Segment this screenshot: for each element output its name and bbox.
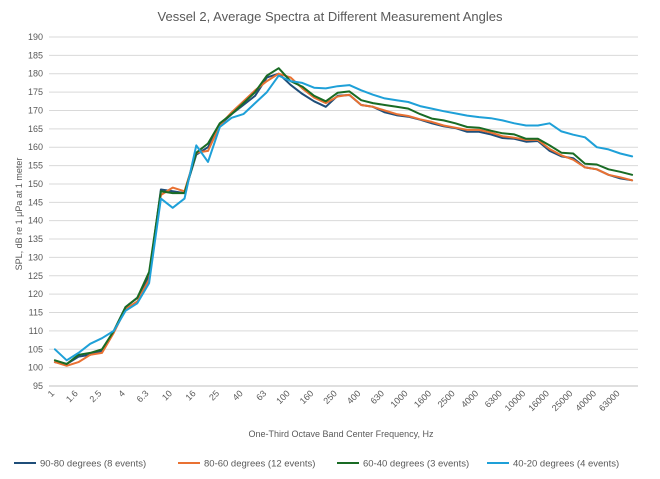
x-tick-label: 6300 [483, 388, 504, 409]
x-tick-label: 4000 [459, 388, 480, 409]
legend-label-40-20: 40-20 degrees (4 events) [513, 459, 619, 470]
x-tick-label: 1600 [412, 388, 433, 409]
legend-label-90-80: 90-80 degrees (8 events) [40, 459, 146, 470]
y-tick-label: 115 [29, 308, 43, 318]
x-tick-label: 40000 [573, 388, 598, 413]
series-lines [53, 67, 634, 367]
x-tick-label: 63000 [597, 388, 622, 413]
y-tick-label: 150 [28, 179, 43, 189]
x-tick-label: 40 [231, 388, 245, 402]
y-tick-label: 170 [28, 105, 43, 115]
x-tick-label: 16000 [526, 388, 551, 413]
y-tick-label: 105 [28, 344, 43, 354]
x-tick-label: 25000 [550, 388, 575, 413]
y-axis-label: SPL, dB re 1 μPa at 1 meter [14, 158, 24, 271]
x-tick-label: 25 [207, 388, 221, 402]
chart-title: Vessel 2, Average Spectra at Different M… [158, 9, 503, 24]
x-tick-label: 2.5 [88, 388, 104, 404]
y-tick-label: 95 [33, 381, 43, 391]
y-tick-label: 165 [28, 124, 43, 134]
y-tick-label: 140 [28, 216, 43, 226]
x-tick-label: 400 [345, 388, 363, 406]
y-tick-label: 190 [28, 32, 43, 42]
y-tick-label: 120 [28, 289, 43, 299]
x-tick-label: 160 [298, 388, 316, 406]
x-tick-label: 10 [160, 388, 174, 402]
y-tick-label: 145 [28, 197, 43, 207]
y-tick-label: 180 [28, 69, 43, 79]
y-tick-label: 100 [28, 363, 43, 373]
y-tick-label: 160 [28, 142, 43, 152]
x-tick-label: 1000 [388, 388, 409, 409]
x-tick-label: 2500 [436, 388, 457, 409]
y-tick-label: 125 [28, 271, 43, 281]
x-tick-label: 1 [46, 388, 57, 399]
series-line-80-60-degrees [53, 72, 634, 367]
y-tick-label: 175 [28, 87, 43, 97]
x-tick-label: 4 [116, 388, 127, 399]
series-line-90-80-degrees [53, 72, 634, 365]
x-tick-labels: 1 1.6 2.5 4 6.3 10 16 25 40 63 100 160 250 400 630 1000… [46, 388, 622, 413]
y-tick-label: 155 [28, 161, 43, 171]
y-tick-label: 185 [28, 50, 43, 60]
x-tick-label: 16 [184, 388, 198, 402]
legend: 90-80 degrees (8 events) 80-60 degrees (1… [14, 459, 619, 470]
x-tick-label: 1.6 [64, 388, 80, 404]
x-axis-label: One-Third Octave Band Center Frequency, … [249, 429, 434, 439]
y-tick-label: 110 [29, 326, 43, 336]
series-line-60-40-degrees [53, 67, 634, 365]
x-tick-label: 63 [254, 388, 268, 402]
gridlines [49, 36, 638, 387]
y-tick-label: 130 [28, 252, 43, 262]
y-tick-label: 135 [28, 234, 43, 244]
legend-label-60-40: 60-40 degrees (3 events) [363, 459, 469, 470]
y-tick-labels: 95 100 105 110 115 120 125 130 135 140 145 150 155 16… [28, 32, 43, 391]
x-tick-label: 100 [274, 388, 292, 406]
x-tick-label: 6.3 [135, 388, 151, 404]
x-tick-label: 250 [321, 388, 339, 406]
x-tick-label: 10000 [503, 388, 528, 413]
series-line-40-20-degrees [53, 74, 634, 362]
legend-label-80-60: 80-60 degrees (12 events) [204, 459, 315, 470]
x-tick-label: 630 [368, 388, 386, 406]
